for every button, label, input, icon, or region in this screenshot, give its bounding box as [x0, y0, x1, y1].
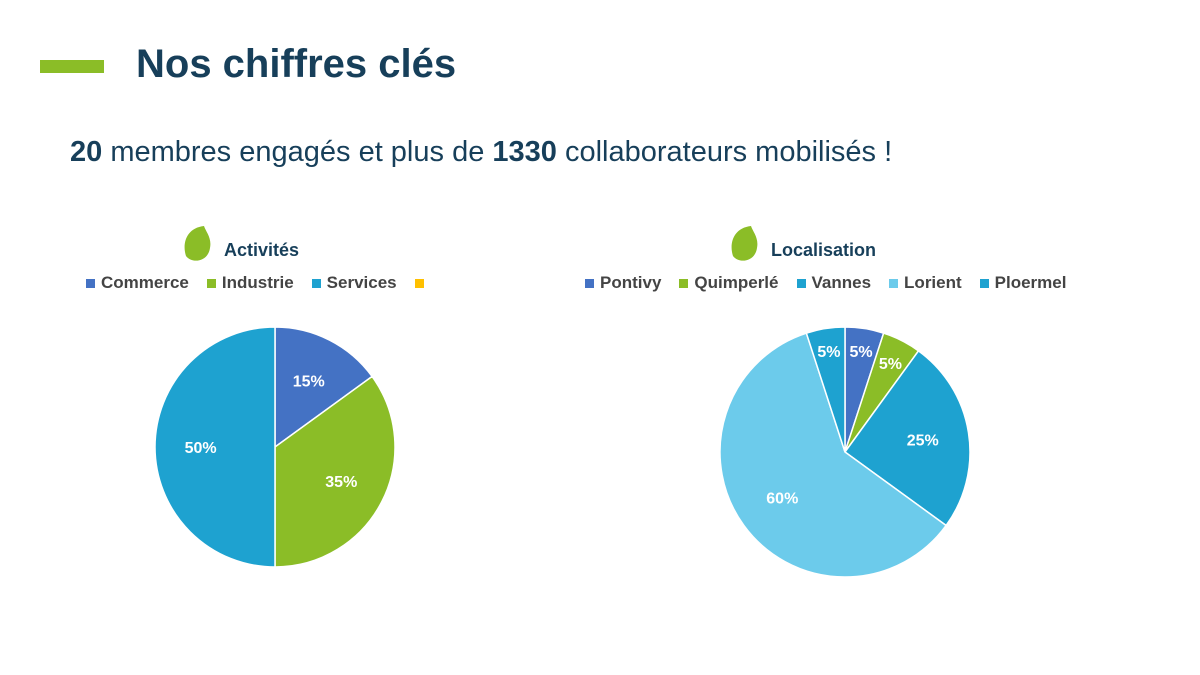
location-chart-header: Localisation — [729, 224, 876, 264]
legend-item-empty — [414, 273, 430, 293]
legend-label: Ploermel — [994, 273, 1067, 292]
pie-slice-services — [154, 326, 276, 568]
members-count: 20 — [70, 136, 103, 168]
legend-item-ploermel: Ploermel — [979, 273, 1067, 293]
legend-item-industrie: Industrie — [206, 273, 294, 293]
slice-label-industrie: 35% — [325, 474, 357, 491]
legend-item-lorient: Lorient — [889, 273, 962, 293]
slice-label-quimperlé: 5% — [879, 356, 902, 373]
location-chart-title: Localisation — [771, 240, 877, 260]
legend-swatch — [206, 278, 216, 288]
legend-item-vannes: Vannes — [796, 273, 872, 293]
pie-slice-ploermel — [805, 326, 846, 453]
leaf-icon — [731, 226, 758, 261]
leaf-icon — [184, 226, 211, 261]
legend-swatch — [679, 278, 689, 288]
activities-legend: Commerce Industrie Services — [86, 273, 430, 293]
page-title: Nos chiffres clés — [136, 42, 457, 86]
slice-label-services: 50% — [185, 440, 217, 457]
slice-label-lorient: 60% — [766, 491, 798, 508]
slice-label-ploermel: 5% — [817, 344, 840, 361]
legend-swatch — [796, 278, 806, 288]
pie-slice-lorient — [719, 332, 948, 578]
activities-chart-header: Activités — [182, 224, 299, 264]
key-figures-sentence: 20 membres engagés et plus de 1330 colla… — [70, 132, 892, 172]
legend-item-quimperle: Quimperlé — [679, 273, 779, 293]
activities-chart-title: Activités — [224, 240, 300, 260]
activities-chart: Activités Commerce Industrie Services 15… — [60, 220, 500, 600]
activities-pie: 15% 35% 50% — [154, 326, 396, 568]
legend-label: Quimperlé — [694, 273, 779, 292]
slice-label-pontivy: 5% — [849, 344, 872, 361]
legend-label: Services — [326, 273, 397, 292]
legend-swatch — [889, 278, 899, 288]
legend-label: Industrie — [221, 273, 294, 292]
location-chart: Localisation Pontivy Quimperlé Vannes Lo… — [575, 220, 1135, 600]
pie-slice-commerce — [274, 326, 374, 449]
pie-slice-vannes — [843, 349, 971, 527]
legend-swatch — [311, 278, 321, 288]
location-legend: Pontivy Quimperlé Vannes Lorient Ploerme… — [585, 273, 1066, 293]
legend-swatch — [86, 278, 95, 288]
pie-slice-industrie — [274, 375, 396, 568]
legend-label: Pontivy — [600, 273, 662, 292]
legend-item-commerce: Commerce — [86, 273, 189, 293]
title-accent-bar — [40, 60, 104, 73]
collaborators-text: collaborateurs mobilisés ! — [556, 136, 893, 168]
slice-label-vannes: 25% — [907, 433, 939, 450]
collaborators-count: 1330 — [492, 136, 557, 168]
legend-label: Vannes — [811, 273, 872, 292]
legend-swatch — [414, 278, 424, 288]
legend-item-pontivy: Pontivy — [585, 273, 661, 293]
legend-swatch — [979, 278, 989, 288]
legend-label: Lorient — [904, 273, 962, 292]
legend-swatch — [585, 278, 594, 288]
members-text: membres engagés et plus de — [102, 136, 493, 168]
legend-item-services: Services — [311, 273, 397, 293]
legend-label: Commerce — [101, 273, 189, 292]
slice-label-commerce: 15% — [293, 374, 325, 391]
location-pie: 5% 5% 25% 60% 5% — [719, 326, 971, 578]
